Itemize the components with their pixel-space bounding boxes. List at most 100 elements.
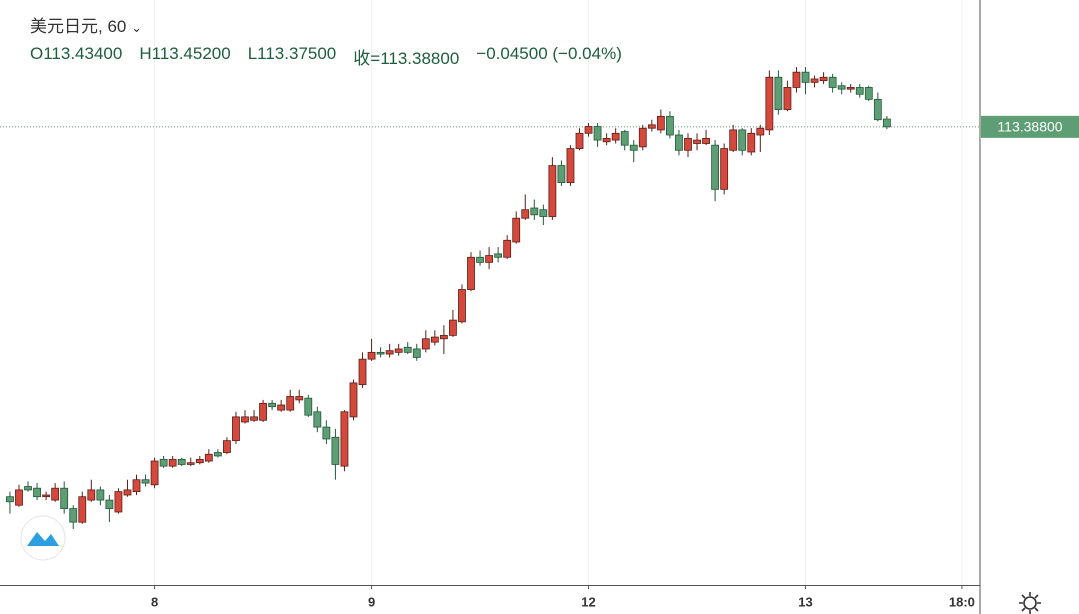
candle-body bbox=[349, 382, 358, 418]
candle-body bbox=[828, 76, 837, 88]
settings-icon[interactable] bbox=[1019, 592, 1041, 614]
candle-body bbox=[810, 78, 819, 83]
candle-body bbox=[747, 132, 756, 153]
candle-body bbox=[42, 494, 51, 498]
ohlc-legend: O113.43400 H113.45200 L113.37500 收=113.3880… bbox=[30, 44, 622, 69]
candle-body bbox=[837, 85, 846, 90]
candle-body bbox=[449, 319, 457, 336]
candle-body bbox=[458, 289, 466, 323]
ohlc-item: −0.04500 (−0.04%) bbox=[476, 44, 622, 63]
candle-body bbox=[611, 132, 620, 141]
candle-body bbox=[51, 487, 60, 501]
last-price-label: 113.38800 bbox=[997, 119, 1062, 135]
candle-body bbox=[774, 76, 783, 110]
candle-body bbox=[69, 508, 78, 523]
candle-body bbox=[159, 458, 168, 467]
candle-body bbox=[738, 129, 747, 151]
candle-body bbox=[150, 460, 159, 486]
candle-body bbox=[593, 126, 602, 141]
candle-body bbox=[105, 499, 114, 509]
candle-body bbox=[367, 351, 376, 360]
candle-body bbox=[186, 462, 195, 465]
x-tick-label: 12 bbox=[581, 594, 595, 609]
candle-body bbox=[539, 209, 548, 217]
candle-body bbox=[24, 486, 32, 491]
candle-body bbox=[557, 165, 566, 183]
candle-body bbox=[566, 148, 575, 183]
candle-body bbox=[132, 479, 141, 493]
candle-body bbox=[476, 256, 484, 263]
candle-body bbox=[340, 411, 349, 467]
candle-body bbox=[575, 132, 584, 149]
candle-body bbox=[684, 137, 692, 151]
candle-body bbox=[656, 115, 665, 131]
candle-body bbox=[331, 436, 340, 465]
candle-body bbox=[729, 129, 738, 151]
candle-body bbox=[358, 358, 367, 386]
chevron: ⌄ bbox=[131, 20, 142, 35]
candle-body bbox=[241, 416, 249, 423]
candle-body bbox=[394, 348, 403, 353]
ohlc-item: L113.37500 bbox=[247, 44, 337, 63]
candle-body bbox=[376, 351, 385, 355]
candle-body bbox=[783, 87, 792, 110]
candle-body bbox=[123, 489, 132, 496]
candle-body bbox=[765, 76, 774, 131]
candle-body bbox=[295, 396, 304, 401]
candle-body bbox=[711, 144, 720, 190]
candle-body bbox=[855, 87, 864, 95]
candle-body bbox=[286, 396, 295, 411]
candle-body bbox=[403, 346, 412, 353]
candle-body bbox=[141, 479, 150, 484]
title-text: 美元日元, 60 bbox=[30, 17, 127, 36]
candle-body bbox=[638, 127, 647, 148]
candle-body bbox=[647, 124, 656, 129]
candle-body bbox=[846, 87, 855, 90]
candle-body bbox=[819, 76, 828, 82]
candle-body bbox=[882, 118, 891, 128]
candle-body bbox=[521, 209, 530, 219]
candle-body bbox=[385, 350, 394, 355]
candle-body bbox=[259, 402, 267, 421]
candle-body bbox=[720, 148, 729, 190]
candle-body bbox=[33, 487, 41, 498]
candle-body bbox=[250, 416, 258, 421]
candle-body bbox=[503, 239, 512, 258]
candle-body bbox=[87, 489, 96, 501]
candle-body bbox=[177, 458, 186, 465]
candle-body bbox=[666, 115, 674, 136]
candle-body bbox=[6, 496, 14, 503]
candle-body bbox=[15, 489, 23, 506]
candle-body bbox=[439, 334, 448, 340]
candle-body bbox=[412, 348, 421, 358]
candle-body bbox=[620, 131, 629, 146]
candle-body bbox=[168, 458, 177, 467]
candle-body bbox=[204, 453, 213, 462]
candle-body bbox=[232, 416, 240, 442]
candle-body bbox=[485, 255, 493, 263]
candle-body bbox=[78, 496, 87, 523]
candle-body bbox=[629, 144, 638, 151]
x-tick-label: 8 bbox=[151, 594, 158, 609]
ohlc-item: O113.43400 bbox=[30, 44, 123, 63]
candle-body bbox=[693, 139, 701, 144]
candle-body bbox=[602, 137, 611, 143]
x-tick-label: 13 bbox=[798, 594, 812, 609]
candle-body bbox=[60, 487, 69, 509]
candle-body bbox=[548, 165, 557, 217]
candle-body bbox=[530, 207, 539, 216]
candle-body bbox=[756, 127, 765, 136]
x-tick-label: 9 bbox=[368, 594, 375, 609]
ohlc-item: 收=113.38800 bbox=[353, 49, 460, 68]
candle-body bbox=[421, 338, 430, 350]
candle-body bbox=[864, 87, 873, 100]
candle-body bbox=[873, 98, 882, 121]
candle-body bbox=[322, 426, 331, 440]
symbol-title[interactable]: 美元日元, 60 ⌄ bbox=[30, 12, 142, 37]
candle-body bbox=[675, 134, 683, 151]
ohlc-item: H113.45200 bbox=[139, 44, 231, 63]
logo bbox=[20, 515, 66, 561]
candle-body bbox=[195, 458, 204, 464]
candle-body bbox=[313, 411, 322, 428]
